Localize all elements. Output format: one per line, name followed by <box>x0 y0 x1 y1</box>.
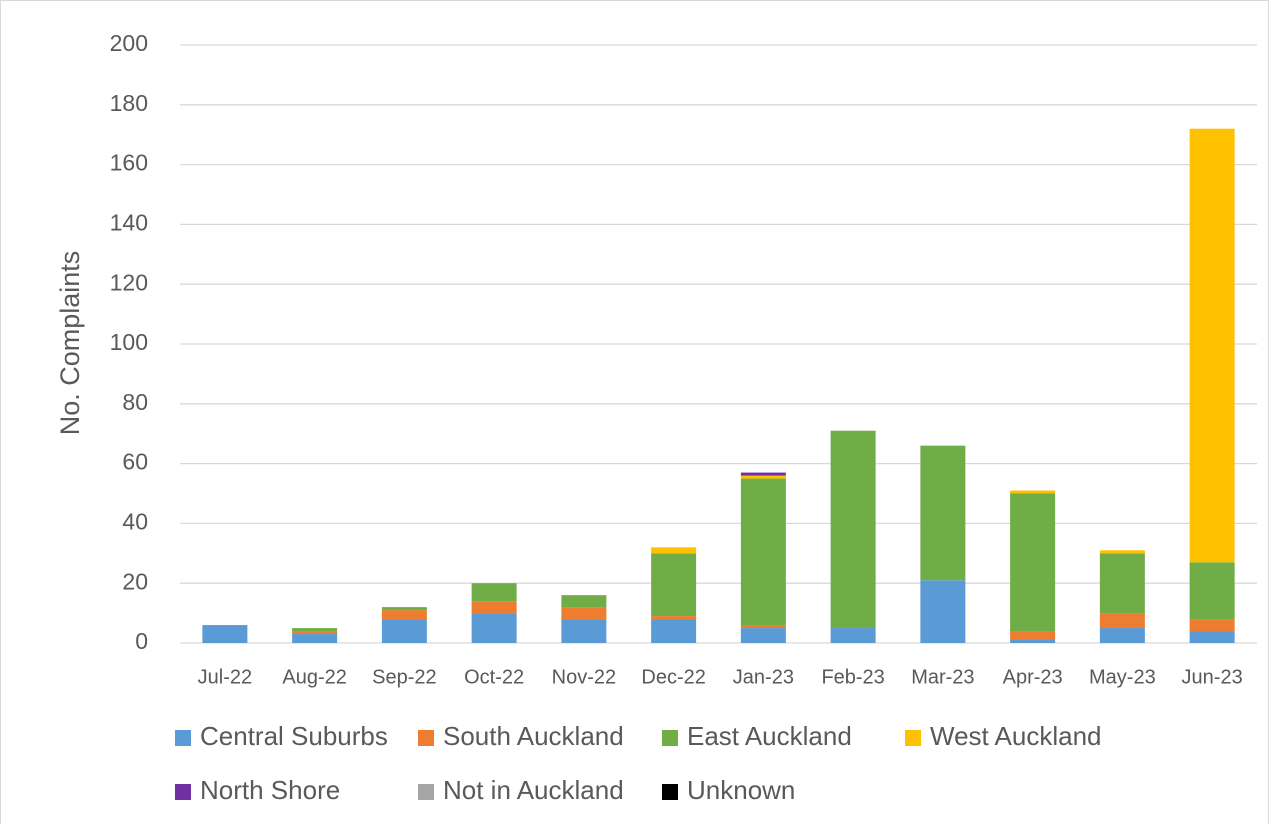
bar-segment <box>381 607 427 611</box>
legend-swatch <box>418 784 434 800</box>
bar-segment <box>561 607 607 620</box>
y-tick-label: 180 <box>110 90 148 116</box>
y-tick-label: 0 <box>135 628 148 654</box>
bar-segment <box>1099 613 1145 629</box>
bar-segment <box>292 634 338 643</box>
bar-segment <box>1189 562 1235 620</box>
bar-segment <box>651 547 697 554</box>
y-tick-label: 60 <box>122 449 148 475</box>
legend-swatch <box>662 784 678 800</box>
y-axis-title: No. Complaints <box>55 251 85 436</box>
bar-segment <box>920 445 966 581</box>
legend-label: East Auckland <box>687 721 852 751</box>
bar-segment <box>381 610 427 620</box>
y-tick-label: 120 <box>110 269 148 295</box>
bar-segment <box>830 628 876 643</box>
x-tick-label: Nov-22 <box>552 666 616 688</box>
bar-segment <box>740 478 786 626</box>
y-tick-label: 200 <box>110 30 148 56</box>
legend-label: Unknown <box>687 775 795 805</box>
legend-label: North Shore <box>200 775 340 805</box>
bar-segment <box>1189 631 1235 643</box>
bar-segment <box>651 553 697 617</box>
y-tick-label: 80 <box>122 389 148 415</box>
bar-segment <box>1189 128 1235 563</box>
x-tick-label: Jun-23 <box>1182 666 1243 688</box>
legend-swatch <box>905 730 921 746</box>
bar-segment <box>1099 550 1145 554</box>
bar-segment <box>651 616 697 620</box>
bar-segment <box>292 628 338 632</box>
x-tick-label: Jan-23 <box>733 666 794 688</box>
bar-segment <box>1010 490 1056 494</box>
y-tick-label: 100 <box>110 329 148 355</box>
legend-swatch <box>662 730 678 746</box>
bar-segment <box>561 619 607 643</box>
bar-segment <box>471 613 517 643</box>
x-tick-label: Mar-23 <box>911 666 974 688</box>
y-tick-label: 160 <box>110 150 148 176</box>
bar-segment <box>471 601 517 614</box>
legend-label: West Auckland <box>930 721 1102 751</box>
bar-segment <box>202 625 248 643</box>
x-tick-label: Apr-23 <box>1003 666 1063 688</box>
bar-segment <box>1010 631 1056 641</box>
x-tick-label: Aug-22 <box>282 666 347 688</box>
bar-segment <box>1189 619 1235 632</box>
bar-segment <box>381 619 427 643</box>
legend-swatch <box>175 730 191 746</box>
x-tick-label: Feb-23 <box>821 666 884 688</box>
x-tick-label: May-23 <box>1089 666 1156 688</box>
bar-segment <box>920 580 966 643</box>
legend-label: Not in Auckland <box>443 775 624 805</box>
legend-swatch <box>175 784 191 800</box>
bar-segment <box>292 631 338 635</box>
bar-segment <box>561 595 607 608</box>
bar-segment <box>1010 493 1056 632</box>
bar-segment <box>1099 553 1145 614</box>
y-tick-label: 140 <box>110 209 148 235</box>
legend-label: South Auckland <box>443 721 624 751</box>
legend-label: Central Suburbs <box>200 721 388 751</box>
bar-segment <box>1010 640 1056 643</box>
bar-segment <box>651 619 697 643</box>
y-tick-label: 40 <box>122 508 148 534</box>
legend-swatch <box>418 730 434 746</box>
x-tick-label: Jul-22 <box>198 666 252 688</box>
x-tick-label: Dec-22 <box>641 666 705 688</box>
x-tick-label: Oct-22 <box>464 666 524 688</box>
y-tick-label: 20 <box>122 568 148 594</box>
bar-segment <box>740 475 786 479</box>
bar-segment <box>740 628 786 643</box>
bar-segment <box>1099 628 1145 643</box>
bar-segment <box>740 472 786 476</box>
bar-segment <box>471 583 517 602</box>
bar-segment <box>830 430 876 629</box>
bar-segment <box>740 625 786 629</box>
x-tick-label: Sep-22 <box>372 666 437 688</box>
